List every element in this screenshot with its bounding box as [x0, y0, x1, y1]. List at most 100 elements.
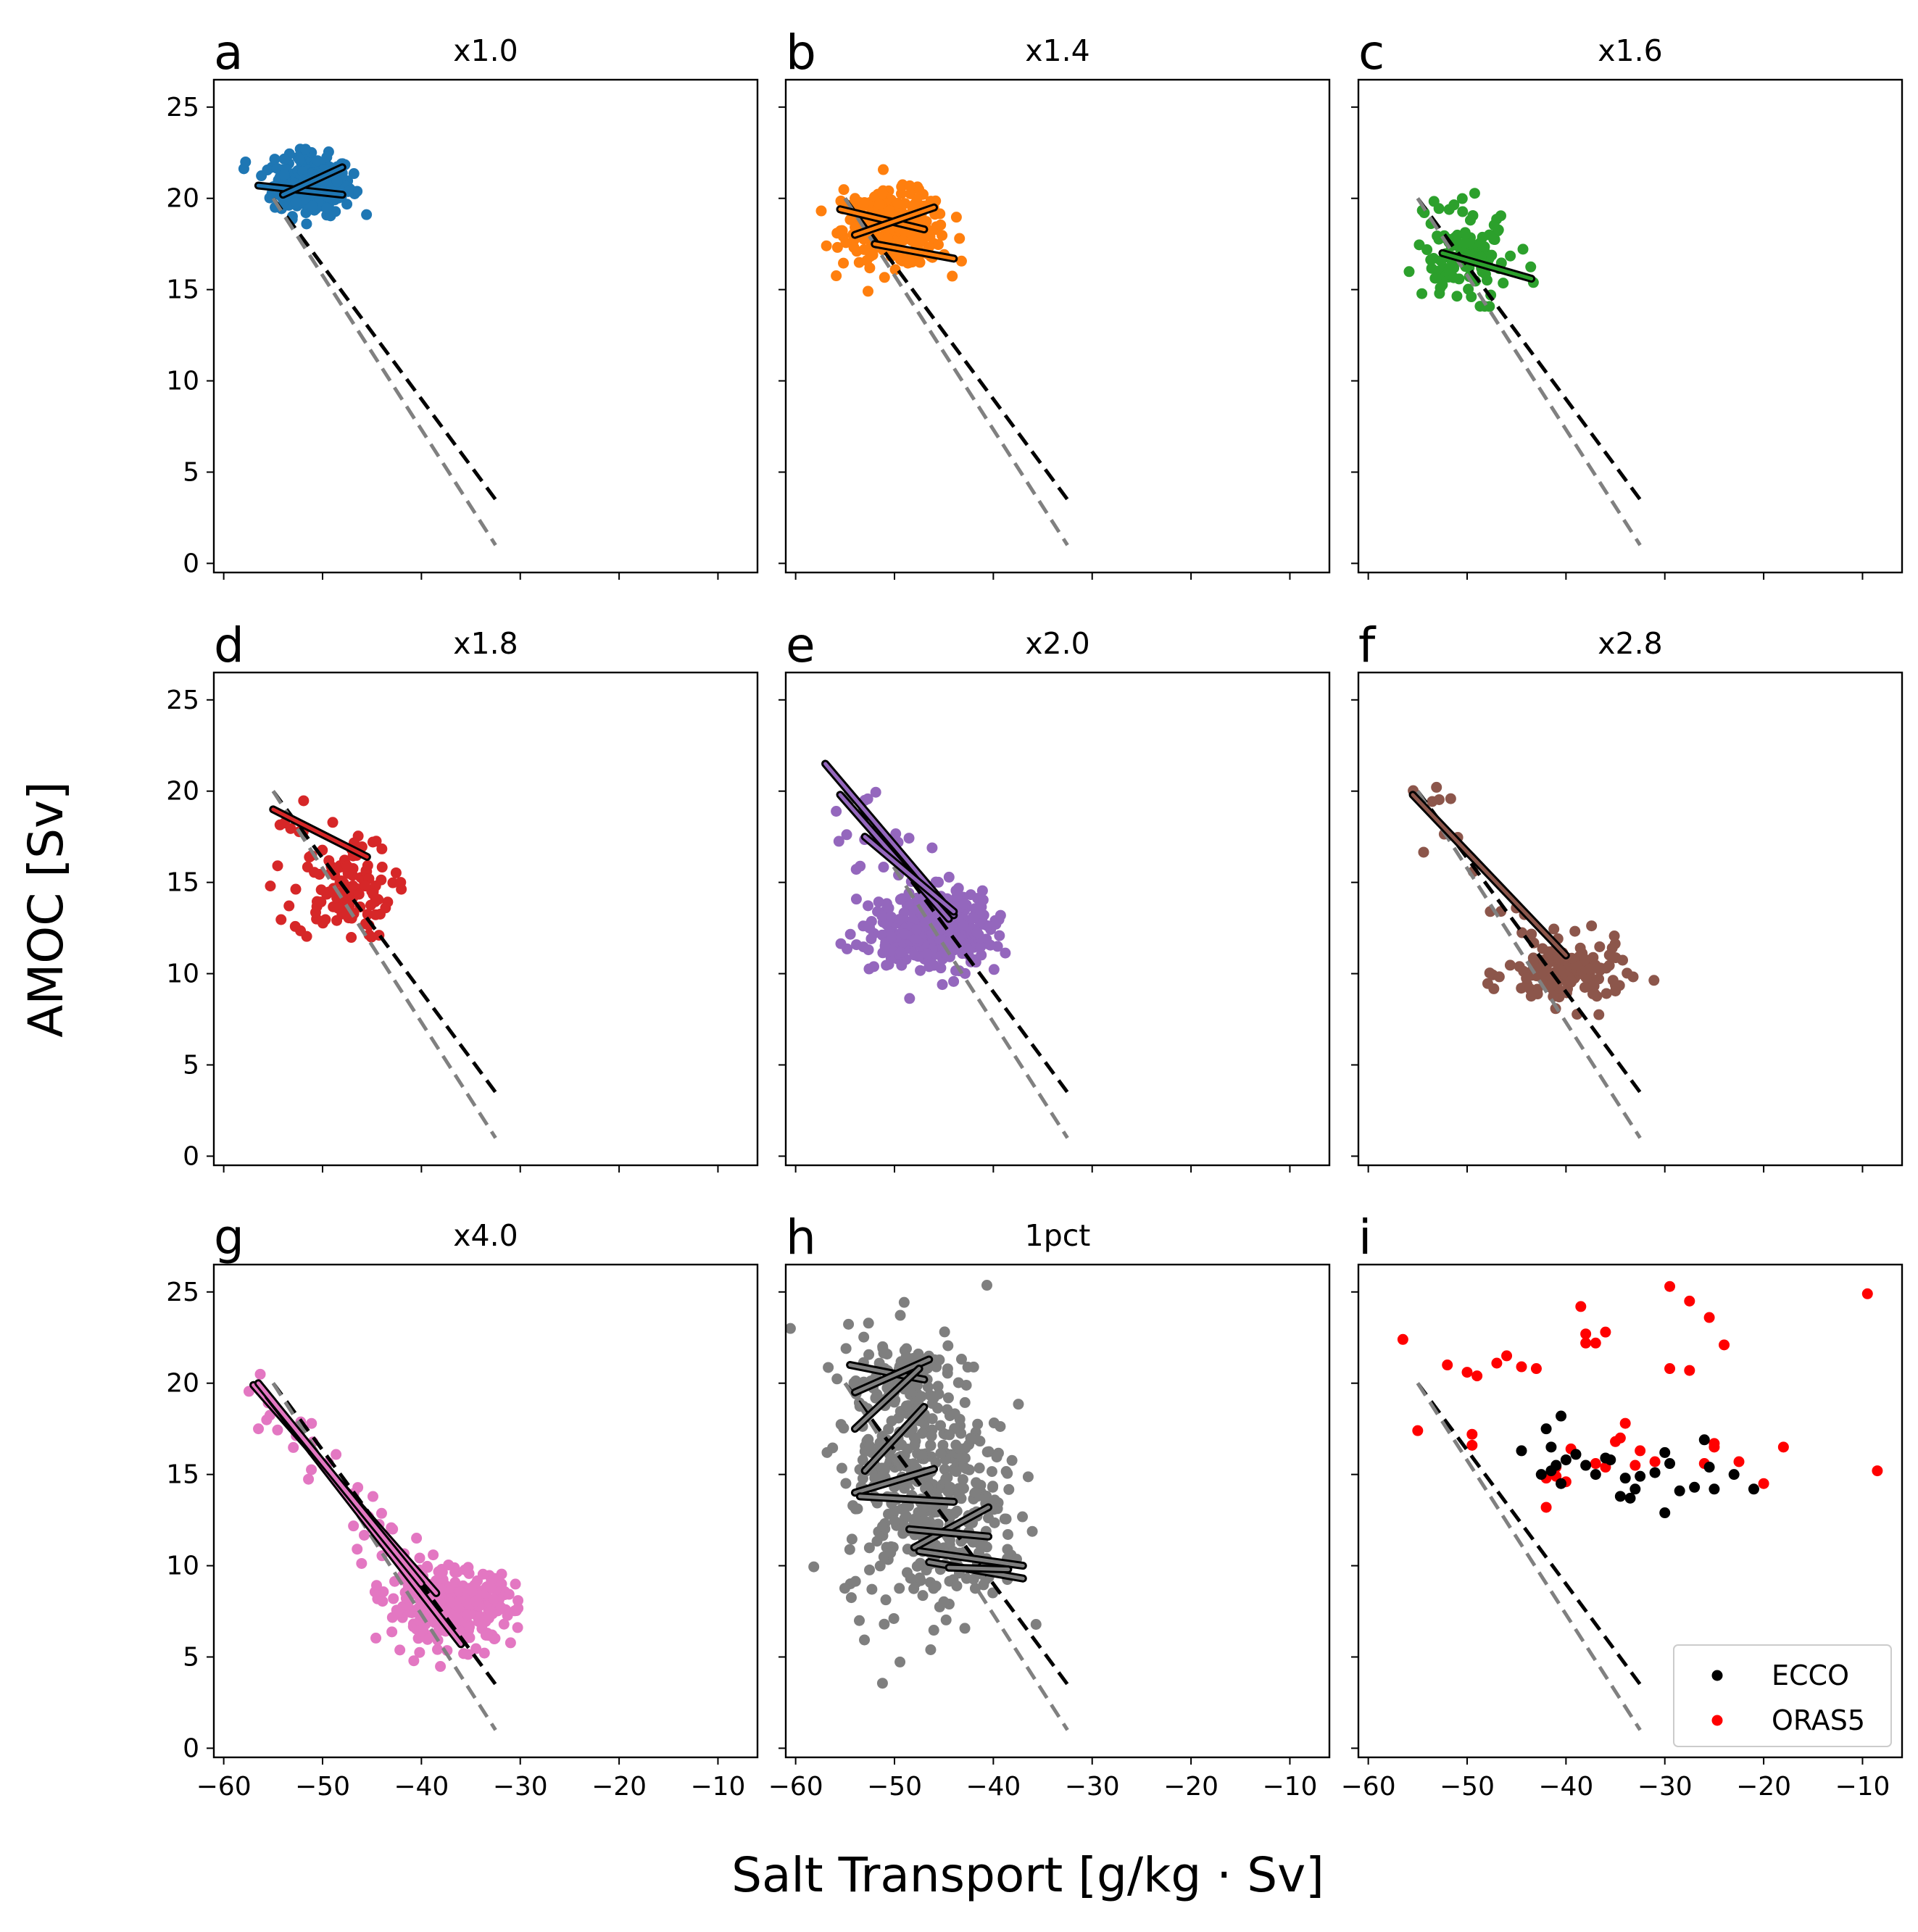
scatter-point — [256, 170, 267, 182]
plot-area — [238, 143, 497, 546]
scatter-point — [995, 909, 1006, 921]
scatter-point — [370, 1580, 382, 1591]
x-tick-label: −10 — [690, 1772, 745, 1802]
scatter-point — [1022, 1471, 1034, 1483]
scatter-point — [852, 1503, 863, 1515]
x-tick-label: −10 — [1835, 1772, 1890, 1802]
y-tick-label: 20 — [166, 1369, 199, 1399]
scatter-point — [274, 819, 286, 830]
scatter-point — [361, 209, 373, 220]
scatter-point — [395, 877, 407, 888]
scatter-point — [388, 1593, 399, 1604]
legend-marker — [1711, 1715, 1723, 1726]
fit-segment — [256, 1381, 423, 1586]
scatter-point — [876, 910, 888, 922]
scatter-point — [464, 1621, 476, 1633]
x-tick-label: −10 — [1262, 1772, 1317, 1802]
y-tick-label: 0 — [183, 1733, 199, 1763]
panel-letter: g — [214, 1209, 244, 1265]
reference-line-gray — [1416, 1382, 1642, 1731]
ecco-point — [1600, 1452, 1611, 1464]
scatter-point — [995, 1420, 1006, 1432]
scatter-point — [331, 176, 343, 188]
x-tick-label: −20 — [1163, 1772, 1219, 1802]
axes-frame — [784, 1263, 1331, 1759]
scatter-point — [947, 270, 958, 282]
y-tick-label: 20 — [166, 184, 199, 214]
ecco-point — [1624, 1492, 1636, 1504]
x-tick-label: −40 — [394, 1772, 449, 1802]
panel-title: x1.8 — [453, 626, 518, 661]
scatter-point — [821, 240, 832, 251]
scatter-point — [952, 1377, 964, 1388]
reference-line-black — [843, 790, 1069, 1094]
scatter-point — [1532, 988, 1543, 1000]
reference-line-black — [1416, 1382, 1642, 1686]
x-tick-label: −50 — [295, 1772, 350, 1802]
panel-letter: c — [1358, 25, 1384, 80]
scatter-point — [967, 1536, 979, 1548]
scatter-point — [886, 1415, 897, 1427]
scatter-point — [942, 1392, 954, 1404]
ecco-point — [1689, 1481, 1701, 1493]
x-tick-label: −40 — [966, 1772, 1021, 1802]
scatter-point — [477, 1568, 489, 1580]
scatter-point — [315, 896, 327, 908]
panel-b: b x1.4 — [779, 25, 1331, 580]
scatter-point — [883, 902, 894, 914]
scatter-point — [1463, 283, 1474, 295]
scatter-point — [786, 1323, 796, 1334]
scatter-point — [925, 1644, 937, 1655]
ecco-point — [1630, 1483, 1641, 1495]
scatter-point — [470, 1643, 482, 1654]
scatter-point — [878, 164, 889, 175]
scatter-point — [940, 1614, 952, 1625]
scatter-point — [888, 1612, 900, 1624]
oras5-point — [1719, 1339, 1730, 1351]
x-tick-label: −30 — [1637, 1772, 1693, 1802]
scatter-point — [1488, 983, 1500, 994]
scatter-point — [836, 225, 848, 236]
scatter-point — [895, 188, 907, 199]
scatter-point — [937, 1439, 949, 1451]
scatter-point — [863, 963, 875, 975]
scatter-point — [390, 867, 402, 878]
scatter-point — [831, 806, 842, 817]
scatter-point — [942, 1486, 954, 1497]
scatter-point — [512, 1622, 523, 1633]
y-tick-label: 5 — [183, 457, 199, 487]
scatter-point — [1488, 220, 1500, 231]
scatter-point — [298, 795, 310, 807]
scatter-point — [987, 1587, 999, 1599]
scatter-point — [1593, 1009, 1605, 1020]
scatter-point — [916, 1449, 928, 1460]
scatter-point — [821, 1446, 833, 1458]
scatter-point — [871, 1536, 883, 1547]
scatter-point — [303, 1473, 315, 1485]
oras5-point — [1619, 1417, 1631, 1429]
scatter-point — [971, 1477, 982, 1488]
oras5-point — [1758, 1478, 1769, 1489]
scatter-point — [894, 914, 905, 925]
oras5-point — [1412, 1425, 1424, 1436]
scatter-point — [240, 156, 252, 167]
scatter-point — [831, 241, 843, 253]
scatter-point — [1459, 238, 1471, 249]
scatter-point — [831, 1373, 843, 1385]
scatter-point — [934, 1354, 945, 1366]
panel-h: −60 −50 −40 −30 −20 −10 h 1pct — [768, 1209, 1331, 1802]
scatter-point — [446, 1596, 457, 1608]
scatter-point — [1586, 920, 1598, 932]
scatter-point — [370, 1632, 382, 1644]
scatter-point — [914, 1572, 926, 1583]
scatter-point — [449, 1577, 461, 1589]
oras5-point — [1580, 1328, 1592, 1340]
scatter-point — [915, 965, 926, 976]
oras5-point — [1590, 1337, 1601, 1349]
ecco-point — [1535, 1469, 1547, 1481]
scatter-point — [1648, 975, 1660, 986]
scatter-point — [863, 286, 874, 297]
scatter-point — [1601, 988, 1612, 999]
oras5-point — [1649, 1456, 1661, 1467]
y-axis-label: AMOC [Sv] — [18, 781, 74, 1038]
